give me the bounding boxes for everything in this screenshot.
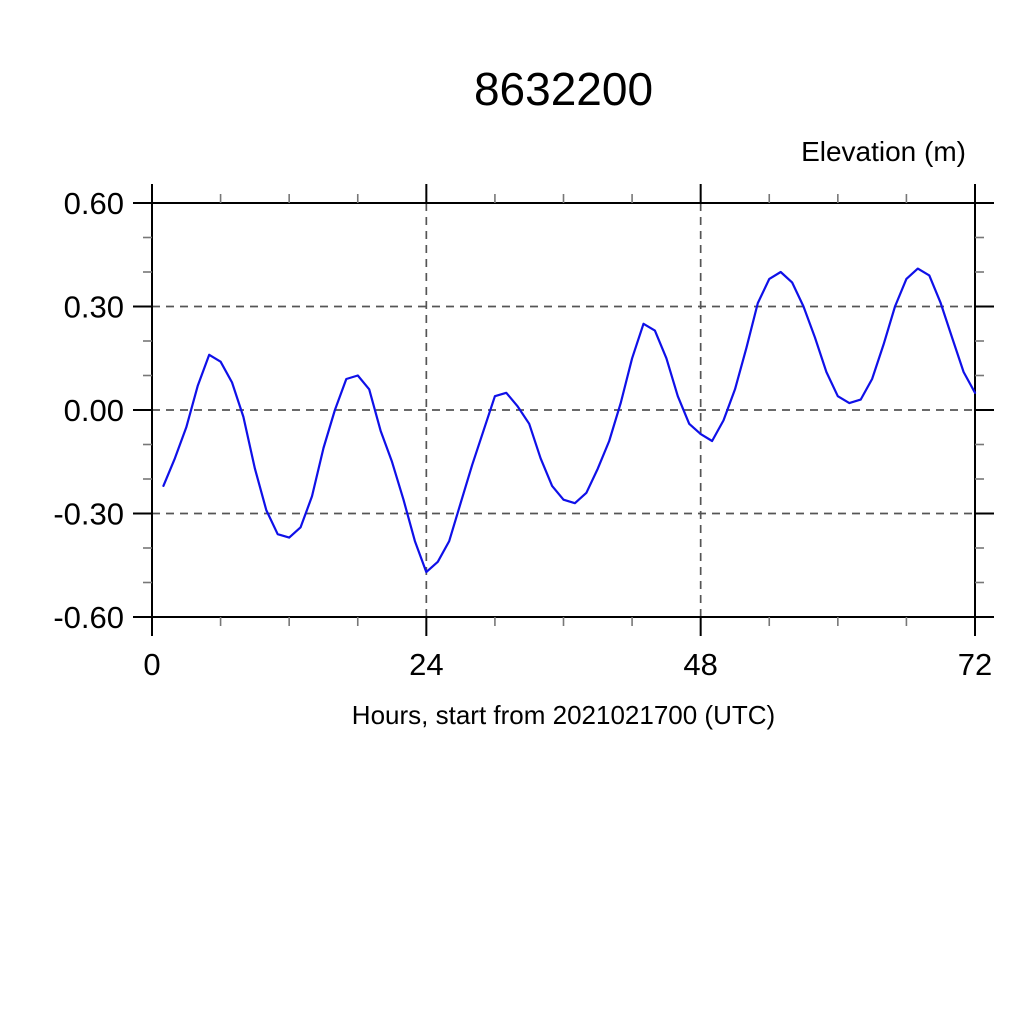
grid-lines xyxy=(152,203,975,617)
x-tick-label: 48 xyxy=(683,647,717,682)
x-tick-label: 72 xyxy=(958,647,992,682)
elevation-line-group xyxy=(162,267,977,574)
y-tick-label: 0.00 xyxy=(64,393,124,428)
axis-tick-labels: 0.60 0.30 0.00 -0.30 -0.60 0 24 48 72 xyxy=(53,186,992,682)
y-axis-title: Elevation (m) xyxy=(801,136,966,167)
x-tick-label: 24 xyxy=(409,647,443,682)
chart-title: 8632200 xyxy=(473,63,654,115)
y-tick-label: -0.30 xyxy=(53,497,124,532)
y-tick-label: 0.60 xyxy=(64,186,124,221)
y-tick-label: 0.30 xyxy=(64,290,124,325)
elevation-line xyxy=(162,267,977,574)
y-tick-label: -0.60 xyxy=(53,600,124,635)
axis-ticks xyxy=(133,184,994,636)
x-axis-title: Hours, start from 2021021700 (UTC) xyxy=(351,700,776,730)
x-tick-label: 0 xyxy=(143,647,160,682)
